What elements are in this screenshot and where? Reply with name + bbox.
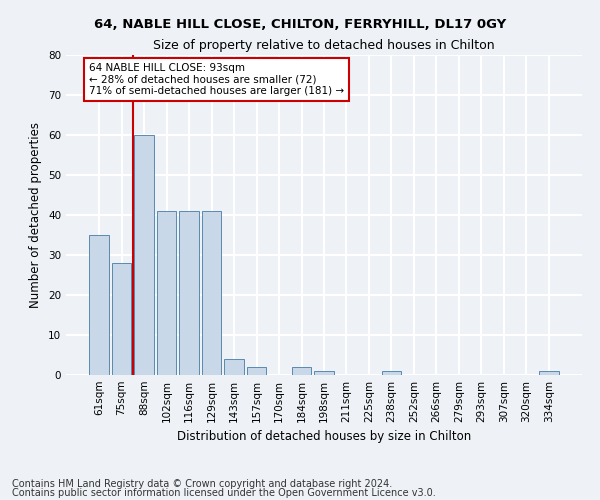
Text: Contains public sector information licensed under the Open Government Licence v3: Contains public sector information licen… [12,488,436,498]
Bar [112,263,131,375]
Bar [89,235,109,375]
Bar [314,371,334,375]
Bar [157,211,176,375]
Bar [202,211,221,375]
X-axis label: Distribution of detached houses by size in Chilton: Distribution of detached houses by size … [177,430,471,444]
Bar [224,359,244,375]
Bar [247,367,266,375]
Title: Size of property relative to detached houses in Chilton: Size of property relative to detached ho… [153,40,495,52]
Y-axis label: Number of detached properties: Number of detached properties [29,122,43,308]
Bar [179,211,199,375]
Text: Contains HM Land Registry data © Crown copyright and database right 2024.: Contains HM Land Registry data © Crown c… [12,479,392,489]
Bar [134,135,154,375]
Text: 64, NABLE HILL CLOSE, CHILTON, FERRYHILL, DL17 0GY: 64, NABLE HILL CLOSE, CHILTON, FERRYHILL… [94,18,506,30]
Bar [539,371,559,375]
Text: 64 NABLE HILL CLOSE: 93sqm
← 28% of detached houses are smaller (72)
71% of semi: 64 NABLE HILL CLOSE: 93sqm ← 28% of deta… [89,63,344,96]
Bar [382,371,401,375]
Bar [292,367,311,375]
